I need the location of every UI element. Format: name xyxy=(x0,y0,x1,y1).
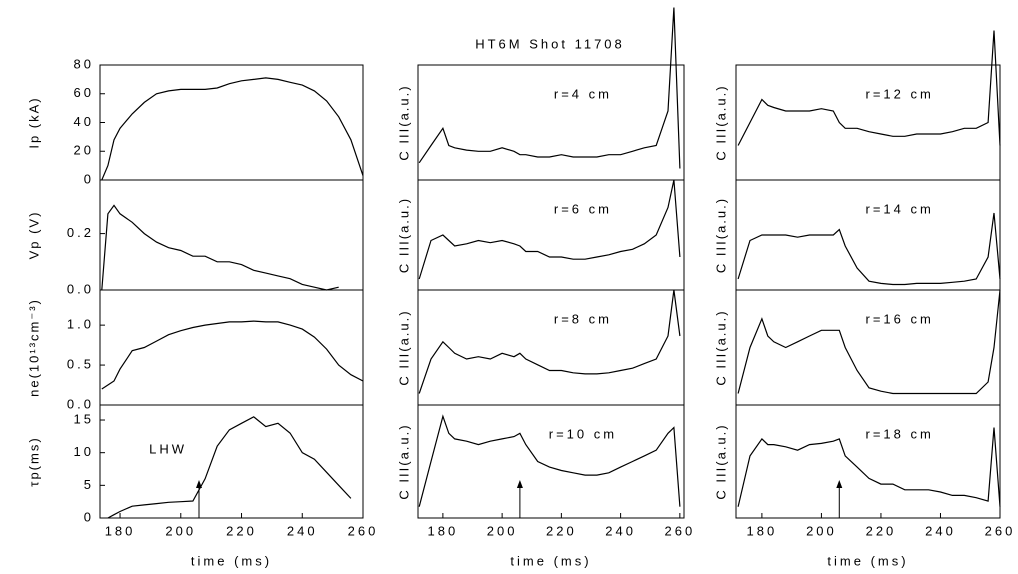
x-tick-label: 200 xyxy=(487,523,518,538)
annotation: r=8 cm xyxy=(554,311,612,326)
panel-frame xyxy=(99,289,364,406)
y-axis-label: ne(10¹³cm⁻³) xyxy=(26,298,41,397)
y-axis-label: C III(a.u.) xyxy=(713,84,728,160)
x-tick-label: 180 xyxy=(428,523,459,538)
data-line xyxy=(418,179,681,280)
x-tick-label: 180 xyxy=(747,523,778,538)
x-tick-label: 240 xyxy=(925,523,956,538)
panel-frame xyxy=(735,404,1001,519)
annotation: r=4 cm xyxy=(554,86,612,101)
y-tick-label: 0 xyxy=(84,509,94,524)
x-axis-label: time (ms) xyxy=(191,553,272,568)
panel-frame xyxy=(99,64,364,181)
x-tick-label: 220 xyxy=(546,523,577,538)
annotation: r=14 cm xyxy=(866,201,934,216)
y-tick-label: 0.0 xyxy=(67,396,94,411)
y-axis-label: Vp (V) xyxy=(26,211,41,260)
annotation: r=16 cm xyxy=(866,311,934,326)
y-axis-label: C III(a.u.) xyxy=(396,197,411,273)
panel-frame xyxy=(99,404,364,519)
panel-frame xyxy=(99,179,364,291)
x-axis-label: time (ms) xyxy=(510,553,591,568)
annotation: r=12 cm xyxy=(866,86,934,101)
panel-frame xyxy=(735,289,1001,406)
x-tick-label: 240 xyxy=(287,523,318,538)
x-tick-label: 240 xyxy=(605,523,636,538)
y-axis-label: Ip (kA) xyxy=(26,96,41,148)
panel-frame xyxy=(417,179,685,291)
y-tick-label: 1.0 xyxy=(67,317,94,332)
annotation: r=6 cm xyxy=(554,201,612,216)
annotation: r=18 cm xyxy=(866,426,934,441)
data-line xyxy=(101,204,339,291)
annotation: LHW xyxy=(149,441,187,456)
x-tick-label: 200 xyxy=(165,523,196,538)
data-line xyxy=(418,289,681,394)
y-axis-label: C III(a.u.) xyxy=(713,309,728,385)
data-line xyxy=(737,212,1001,286)
panel-frame xyxy=(735,64,1001,181)
y-axis-label: C III(a.u.) xyxy=(713,197,728,273)
y-tick-label: 10 xyxy=(74,444,94,459)
y-tick-label: 0.0 xyxy=(67,281,94,296)
figure-title: HT6M Shot 11708 xyxy=(475,36,625,51)
data-line xyxy=(737,30,1001,146)
arrow-head xyxy=(196,480,203,488)
y-tick-label: 20 xyxy=(74,143,94,158)
y-axis-label: C III(a.u.) xyxy=(396,84,411,160)
arrow-head xyxy=(836,480,843,488)
y-tick-label: 60 xyxy=(74,85,94,100)
data-line xyxy=(101,320,364,390)
y-axis-label: τp(ms) xyxy=(26,436,41,486)
y-tick-label: 80 xyxy=(74,56,94,71)
x-tick-label: 260 xyxy=(985,523,1016,538)
arrow-head xyxy=(516,480,523,488)
annotation: r=10 cm xyxy=(549,426,617,441)
x-tick-label: 260 xyxy=(348,523,379,538)
y-tick-label: 40 xyxy=(74,114,94,129)
data-line xyxy=(101,77,364,181)
data-line xyxy=(107,416,352,519)
y-axis-label: C III(a.u.) xyxy=(713,423,728,499)
data-line xyxy=(418,7,681,169)
panel-frame xyxy=(417,64,685,181)
data-line xyxy=(737,289,1001,395)
y-tick-label: 5 xyxy=(84,477,94,492)
x-axis-label: time (ms) xyxy=(827,553,908,568)
x-tick-label: 180 xyxy=(105,523,136,538)
panel-frame xyxy=(417,404,685,519)
x-tick-label: 200 xyxy=(806,523,837,538)
y-tick-label: 0.5 xyxy=(67,357,94,372)
x-tick-label: 220 xyxy=(226,523,257,538)
x-tick-label: 260 xyxy=(665,523,696,538)
data-line xyxy=(418,414,681,507)
y-axis-label: C III(a.u.) xyxy=(396,309,411,385)
data-line xyxy=(737,427,1001,507)
y-axis-label: C III(a.u.) xyxy=(396,423,411,499)
panel-frame xyxy=(417,289,685,406)
y-tick-label: 0 xyxy=(84,171,94,186)
y-tick-label: 15 xyxy=(74,411,94,426)
y-tick-label: 0.2 xyxy=(67,225,94,240)
x-tick-label: 220 xyxy=(866,523,897,538)
